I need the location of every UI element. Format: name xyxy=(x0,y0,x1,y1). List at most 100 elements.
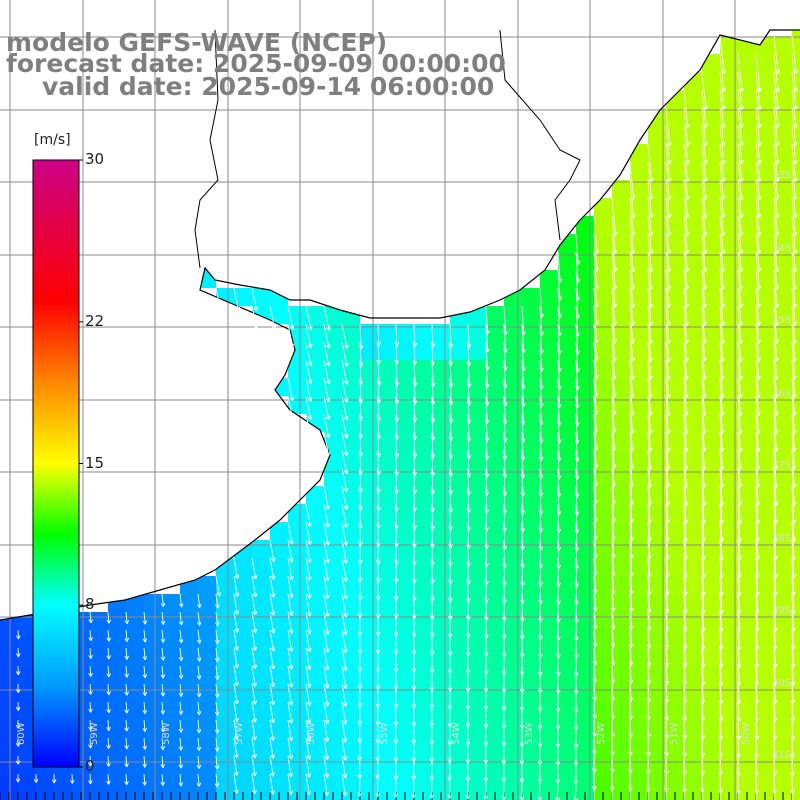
field-cell xyxy=(684,378,702,396)
wind-arrow xyxy=(341,773,348,797)
field-cell xyxy=(756,630,774,648)
wind-arrow xyxy=(251,647,258,669)
field-cell xyxy=(684,504,702,522)
wind-arrow xyxy=(196,719,202,734)
field-cell xyxy=(450,684,468,702)
field-cell xyxy=(198,774,216,792)
field-cell xyxy=(234,738,252,756)
field-cell xyxy=(486,324,504,342)
latitude-label: 36S xyxy=(772,388,792,399)
field-cell xyxy=(144,594,162,612)
field-cell xyxy=(558,270,576,288)
field-cell xyxy=(558,648,576,666)
field-cell xyxy=(450,756,468,774)
field-cell xyxy=(774,486,792,504)
field-cell xyxy=(270,558,288,576)
field-cell xyxy=(414,684,432,702)
field-cell xyxy=(270,666,288,684)
field-cell xyxy=(414,486,432,504)
wind-arrow xyxy=(305,341,313,366)
field-cell xyxy=(576,738,594,756)
field-cell xyxy=(792,36,800,54)
wind-arrow xyxy=(305,557,312,581)
field-cell xyxy=(594,198,612,216)
wind-arrow xyxy=(178,665,184,679)
field-cell xyxy=(432,378,450,396)
field-cell xyxy=(378,612,396,630)
field-cell xyxy=(792,720,800,738)
field-cell xyxy=(594,468,612,486)
field-cell xyxy=(288,630,306,648)
field-cell xyxy=(738,756,756,774)
field-cell xyxy=(648,630,666,648)
field-cell xyxy=(756,162,774,180)
field-cell xyxy=(396,432,414,450)
field-cell xyxy=(468,594,486,612)
wind-arrow xyxy=(214,773,220,788)
field-cell xyxy=(450,414,468,432)
field-cell xyxy=(216,630,234,648)
field-cell xyxy=(306,666,324,684)
field-cell xyxy=(792,630,800,648)
field-cell xyxy=(522,702,540,720)
wind-arrow xyxy=(305,593,312,617)
field-cell xyxy=(558,756,576,774)
wind-arrow xyxy=(15,737,21,747)
field-cell xyxy=(648,234,666,252)
field-cell xyxy=(756,648,774,666)
field-cell xyxy=(468,684,486,702)
field-cell xyxy=(540,720,558,738)
colorbar-unit-label: [m/s] xyxy=(34,132,71,148)
field-cell xyxy=(162,594,180,612)
field-cell xyxy=(774,198,792,216)
field-cell xyxy=(450,360,468,378)
wind-arrow xyxy=(305,773,312,796)
field-cell xyxy=(108,612,126,630)
field-cell xyxy=(414,738,432,756)
field-cell xyxy=(774,666,792,684)
field-cell xyxy=(18,738,36,756)
wind-arrow xyxy=(447,773,453,799)
field-cell xyxy=(522,720,540,738)
field-cell xyxy=(792,180,800,198)
field-cell xyxy=(756,432,774,450)
wind-arrow xyxy=(160,683,166,697)
field-cell xyxy=(738,612,756,630)
field-cell xyxy=(216,774,234,792)
wind-arrow xyxy=(233,593,240,615)
wind-arrow xyxy=(196,701,202,716)
field-cell xyxy=(342,702,360,720)
field-cell xyxy=(720,180,738,198)
field-cell xyxy=(720,504,738,522)
field-cell xyxy=(594,684,612,702)
field-cell xyxy=(18,684,36,702)
field-cell xyxy=(252,630,270,648)
wind-arrow xyxy=(341,341,349,367)
wind-arrow xyxy=(269,557,276,580)
wind-arrow xyxy=(69,773,75,784)
field-cell xyxy=(288,702,306,720)
field-cell xyxy=(18,720,36,738)
wind-arrow xyxy=(178,701,184,715)
field-cell xyxy=(612,504,630,522)
field-cell xyxy=(18,648,36,666)
field-cell xyxy=(702,414,720,432)
field-cell xyxy=(612,270,630,288)
field-cell xyxy=(288,774,306,792)
field-cell xyxy=(396,630,414,648)
field-cell xyxy=(792,162,800,180)
field-cell xyxy=(594,756,612,774)
field-cell xyxy=(720,36,738,54)
field-cell xyxy=(234,288,252,306)
field-cell xyxy=(468,576,486,594)
field-cell xyxy=(360,756,378,774)
field-cell xyxy=(666,216,684,234)
wind-arrow xyxy=(142,647,148,661)
field-cell xyxy=(738,360,756,378)
wind-arrow xyxy=(323,413,331,438)
field-cell xyxy=(720,666,738,684)
wind-arrow xyxy=(555,773,561,800)
field-cell xyxy=(720,522,738,540)
wind-arrow xyxy=(33,773,39,783)
field-cell xyxy=(756,90,774,108)
